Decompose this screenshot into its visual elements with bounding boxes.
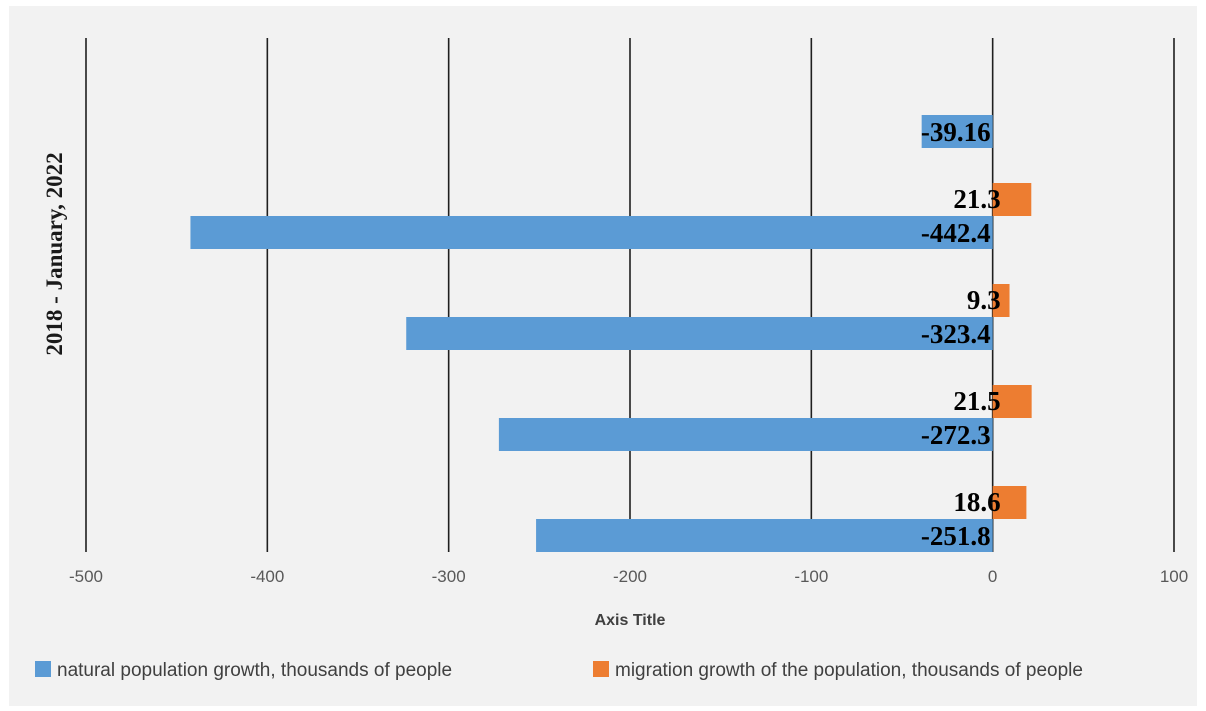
migration-bar xyxy=(992,183,1032,216)
natural-growth-data-label: -251.8 xyxy=(921,521,991,551)
chart-area: -500 -400 -300 -200 -100 0 100 Axis Title 2018 -… xyxy=(9,6,1197,706)
migration-bar xyxy=(992,284,1010,317)
x-tick-label: -500 xyxy=(69,567,103,586)
migration-bar xyxy=(992,385,1032,418)
x-tick-label: 0 xyxy=(988,567,997,586)
legend-swatch-migration xyxy=(593,661,609,677)
legend-swatch-natural xyxy=(35,661,51,677)
natural-growth-bar xyxy=(190,216,993,249)
natural-growth-data-label: -39.16 xyxy=(921,117,991,147)
legend-label-migration: migration growth of the population, thou… xyxy=(615,660,1083,681)
migration-data-label: 18.6 xyxy=(953,487,1000,517)
natural-growth-bar xyxy=(536,519,993,552)
migration-data-label: 21.5 xyxy=(953,386,1000,416)
bar-chart: -500 -400 -300 -200 -100 0 100 Axis Title 2018 -… xyxy=(35,38,1188,681)
x-tick-label: -200 xyxy=(613,567,647,586)
natural-growth-bar xyxy=(406,317,993,350)
x-axis-title: Axis Title xyxy=(595,612,666,629)
x-tick-label: -300 xyxy=(432,567,466,586)
x-tick-label: -100 xyxy=(794,567,828,586)
y-axis-title: 2018 - January, 2022 xyxy=(42,152,67,355)
x-tick-label: -400 xyxy=(250,567,284,586)
legend-label-natural: natural population growth, thousands of … xyxy=(57,660,452,681)
natural-growth-data-label: -323.4 xyxy=(921,319,991,349)
natural-growth-bar xyxy=(498,418,993,451)
migration-data-label: 9.3 xyxy=(967,285,1001,315)
natural-growth-data-label: -272.3 xyxy=(921,420,991,450)
natural-growth-data-label: -442.4 xyxy=(921,218,991,248)
x-tick-label: 100 xyxy=(1160,567,1188,586)
migration-bar xyxy=(992,486,1027,519)
migration-data-label: 21.3 xyxy=(953,184,1000,214)
natural-growth-bar xyxy=(921,115,993,148)
